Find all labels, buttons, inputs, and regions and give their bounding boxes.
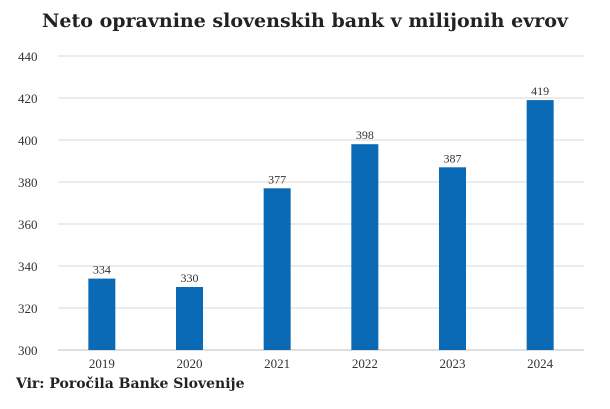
y-tick-label: 420: [18, 91, 38, 106]
x-tick-label: 2023: [440, 356, 466, 371]
y-tick-label: 440: [18, 49, 38, 64]
bar: [263, 188, 291, 350]
y-tick-label: 380: [18, 175, 38, 190]
data-label: 387: [444, 151, 462, 165]
chart-title: Neto opravnine slovenskih bank v milijon…: [42, 10, 568, 32]
source-note: Vir: Poročila Banke Slovenije: [16, 376, 245, 392]
y-tick-label: 340: [18, 259, 38, 274]
bar: [176, 287, 203, 350]
x-tick-label: 2019: [89, 356, 115, 371]
data-label: 334: [93, 263, 111, 277]
y-tick-label: 300: [18, 343, 38, 358]
bar: [526, 100, 554, 350]
data-label: 419: [531, 84, 549, 98]
bar: [351, 144, 379, 350]
bar: [439, 167, 466, 350]
data-label: 377: [268, 172, 286, 186]
y-tick-label: 360: [18, 217, 38, 232]
x-tick-label: 2021: [264, 356, 290, 371]
data-label: 330: [181, 271, 199, 285]
x-tick-label: 2020: [177, 356, 203, 371]
y-tick-label: 400: [18, 133, 38, 148]
x-tick-label: 2024: [527, 356, 554, 371]
y-tick-label: 320: [18, 301, 38, 316]
x-tick-label: 2022: [352, 356, 378, 371]
data-label: 398: [356, 128, 374, 142]
bar: [88, 278, 116, 350]
